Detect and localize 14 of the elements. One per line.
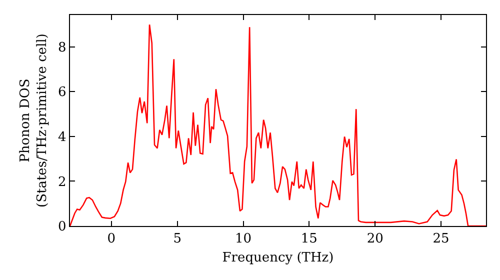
- y-tick-label: 8: [58, 40, 66, 56]
- y-tick-label: 2: [58, 174, 66, 190]
- x-tick-label: 15: [300, 232, 318, 247]
- y-tick-label: 4: [58, 130, 66, 145]
- y-axis-title: Phonon DOS (States/THz·primitive cell): [18, 33, 50, 208]
- x-axis-title: Frequency (THz): [222, 250, 334, 266]
- x-tick-label: 10: [234, 232, 252, 247]
- y-tick-label: 0: [58, 220, 66, 235]
- x-tick-label: 0: [107, 232, 116, 247]
- y-tick-label: 6: [58, 85, 66, 100]
- line-series: [70, 24, 486, 226]
- x-tick-label: 25: [432, 232, 450, 247]
- x-tick-label: 20: [366, 232, 384, 247]
- x-tick-label: 5: [173, 232, 182, 247]
